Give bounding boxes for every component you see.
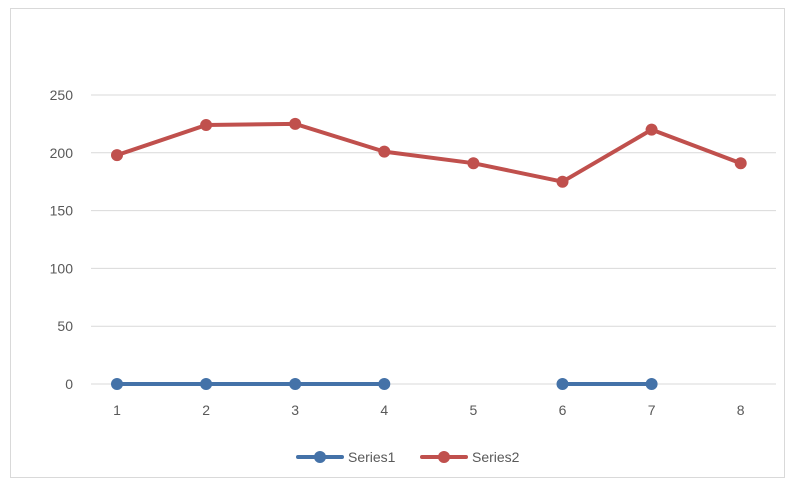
x-tick-label: 4: [380, 402, 388, 418]
x-tick-label: 6: [559, 402, 567, 418]
series-2: [111, 117, 747, 188]
y-axis-ticks: 0 50 100 150 200 250: [50, 87, 74, 392]
series-line: [115, 121, 743, 184]
series-layer: [111, 117, 747, 390]
data-point: [289, 378, 302, 390]
x-tick-label: 1: [113, 402, 121, 418]
x-tick-label: 5: [470, 402, 478, 418]
data-point: [645, 123, 658, 136]
x-tick-label: 3: [291, 402, 299, 418]
data-point: [289, 117, 302, 130]
data-point: [111, 149, 123, 162]
data-point: [467, 157, 480, 170]
y-tick-label: 150: [50, 203, 74, 219]
data-point: [111, 378, 123, 390]
legend-item-series1: Series1: [296, 449, 396, 465]
legend-marker: [438, 451, 450, 463]
x-tick-label: 2: [202, 402, 210, 418]
y-tick-label: 250: [50, 87, 74, 103]
data-point: [378, 145, 391, 158]
x-tick-label: 8: [737, 402, 745, 418]
legend-label: Series1: [348, 449, 396, 465]
data-point: [378, 378, 391, 390]
data-point: [200, 119, 213, 132]
data-point: [556, 378, 569, 390]
data-point: [556, 175, 569, 188]
y-tick-label: 200: [50, 145, 74, 161]
series-1: [111, 378, 658, 390]
legend: Series1 Series2: [296, 449, 520, 465]
gridlines: [91, 94, 776, 385]
data-point: [200, 378, 213, 390]
y-tick-label: 0: [65, 376, 73, 392]
data-point: [645, 378, 658, 390]
data-point: [734, 157, 747, 170]
x-tick-label: 7: [648, 402, 656, 418]
legend-label: Series2: [472, 449, 520, 465]
line-chart: 0 50 100 150 200 250 1 2 3 4 5 6 7 8 Series1 Series2: [50, 87, 776, 465]
chart-area: 0 50 100 150 200 250 1 2 3 4 5 6 7 8 Series1 Series2: [10, 8, 785, 478]
y-tick-label: 100: [50, 260, 74, 276]
y-tick-label: 50: [57, 318, 73, 334]
legend-marker: [314, 451, 326, 463]
legend-item-series2: Series2: [420, 449, 520, 465]
x-axis-ticks: 1 2 3 4 5 6 7 8: [113, 402, 745, 418]
